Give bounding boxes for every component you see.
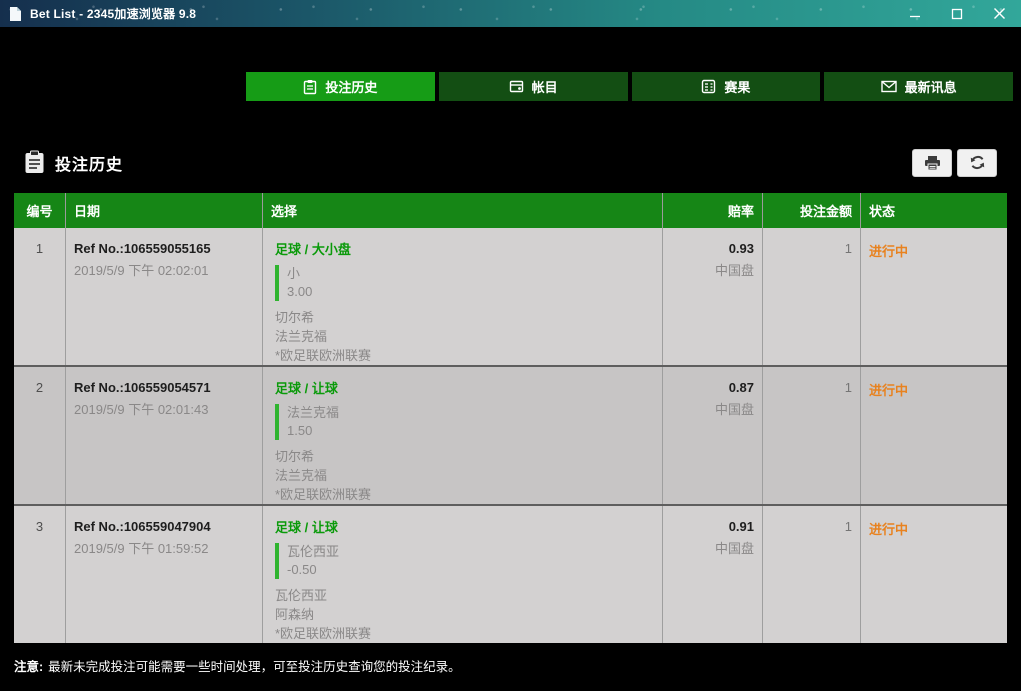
away-team: 法兰克福 xyxy=(275,329,328,344)
bet-history-icon xyxy=(304,79,317,94)
tab-bet-history[interactable]: 投注历史 xyxy=(246,72,435,101)
stake-amount: 1 xyxy=(762,228,860,365)
page-title: 投注历史 xyxy=(55,156,124,174)
refresh-icon xyxy=(970,155,984,170)
selection-line: -0.50 xyxy=(287,562,317,577)
header-stake: 投注金额 xyxy=(762,193,860,228)
ref-number: Ref No.:106559054571 xyxy=(74,380,211,395)
bet-history-table: 编号 日期 选择 赔率 投注金额 状态 1 Ref No.:1065590551… xyxy=(14,193,1007,643)
bet-date: 2019/5/9 下午 01:59:52 xyxy=(74,541,209,556)
home-team: 瓦伦西亚 xyxy=(275,588,328,603)
league-name: *欧足联欧洲联赛 xyxy=(275,487,372,502)
selection-line: 3.00 xyxy=(287,284,313,299)
selection-line: 1.50 xyxy=(287,423,313,438)
header-no: 编号 xyxy=(26,204,53,219)
note-label: 注意: xyxy=(14,660,44,674)
print-button[interactable] xyxy=(912,148,952,177)
ref-number: Ref No.:106559055165 xyxy=(74,241,211,256)
bet-selection: 法兰克福 1.50 xyxy=(275,404,654,440)
bet-market: 足球 / 让球 xyxy=(275,520,338,535)
close-icon[interactable] xyxy=(991,6,1007,22)
refresh-button[interactable] xyxy=(957,148,997,177)
selection-pick: 法兰克福 xyxy=(287,405,340,420)
tab-label: 投注历史 xyxy=(325,80,378,95)
clipboard-icon xyxy=(24,150,45,175)
header-status: 状态 xyxy=(860,193,1007,228)
nav-tabs: 投注历史 帐目 赛果 最新讯息 xyxy=(246,72,1013,101)
results-icon xyxy=(702,79,716,94)
tab-label: 最新讯息 xyxy=(904,80,957,95)
bet-selection: 瓦伦西亚 -0.50 xyxy=(275,543,654,579)
table-row: 2 Ref No.:106559054571 2019/5/9 下午 02:01… xyxy=(14,365,1007,504)
selection-pick: 瓦伦西亚 xyxy=(287,544,340,559)
maximize-icon[interactable] xyxy=(949,6,965,22)
stake-amount: 1 xyxy=(762,367,860,504)
header-odds: 赔率 xyxy=(662,193,762,228)
row-number: 1 xyxy=(35,241,44,256)
bet-market: 足球 / 让球 xyxy=(275,381,338,396)
tab-label: 赛果 xyxy=(724,80,751,95)
bet-selection: 小 3.00 xyxy=(275,265,654,301)
footer-note: 注意: 最新未完成投注可能需要一些时间处理，可至投注历史查询您的投注纪录。 xyxy=(14,656,1007,675)
odds-value: 0.93 xyxy=(728,241,754,256)
stake-amount: 1 xyxy=(762,506,860,643)
odds-type: 中国盘 xyxy=(714,402,754,417)
status-badge: 进行中 xyxy=(860,228,1007,365)
tab-results[interactable]: 赛果 xyxy=(631,72,821,101)
status-badge: 进行中 xyxy=(860,506,1007,643)
selection-pick: 小 xyxy=(287,266,301,281)
league-name: *欧足联欧洲联赛 xyxy=(275,626,372,641)
row-number: 3 xyxy=(35,519,44,534)
odds-type: 中国盘 xyxy=(714,263,754,278)
bet-date: 2019/5/9 下午 02:01:43 xyxy=(74,402,209,417)
header-date: 日期 xyxy=(65,193,262,228)
away-team: 阿森纳 xyxy=(275,607,315,622)
odds-value: 0.91 xyxy=(728,519,754,534)
league-name: *欧足联欧洲联赛 xyxy=(275,348,372,363)
ref-number: Ref No.:106559047904 xyxy=(74,519,211,534)
table-header-row: 编号 日期 选择 赔率 投注金额 状态 xyxy=(14,193,1007,228)
odds-value: 0.87 xyxy=(728,380,754,395)
status-badge: 进行中 xyxy=(860,367,1007,504)
away-team: 法兰克福 xyxy=(275,468,328,483)
tab-label: 帐目 xyxy=(531,80,558,95)
tab-accounts[interactable]: 帐目 xyxy=(438,72,628,101)
window-title: Bet List - 2345加速浏览器 9.8 xyxy=(30,7,197,21)
home-team: 切尔希 xyxy=(275,449,315,464)
minimize-icon[interactable] xyxy=(907,6,923,22)
home-team: 切尔希 xyxy=(275,310,315,325)
page-header: 投注历史 xyxy=(24,147,997,178)
odds-type: 中国盘 xyxy=(714,541,754,556)
row-number: 2 xyxy=(35,380,44,395)
table-row: 3 Ref No.:106559047904 2019/5/9 下午 01:59… xyxy=(14,504,1007,643)
messages-icon xyxy=(880,80,897,93)
note-text: 最新未完成投注可能需要一些时间处理，可至投注历史查询您的投注纪录。 xyxy=(48,660,461,674)
bet-date: 2019/5/9 下午 02:02:01 xyxy=(74,263,209,278)
printer-icon xyxy=(924,155,940,170)
table-row: 1 Ref No.:106559055165 2019/5/9 下午 02:02… xyxy=(14,228,1007,365)
bet-market: 足球 / 大小盘 xyxy=(275,242,351,257)
document-icon xyxy=(8,6,22,22)
window-titlebar: Bet List - 2345加速浏览器 9.8 xyxy=(0,0,1021,27)
accounts-icon xyxy=(509,80,523,93)
header-pick: 选择 xyxy=(262,193,662,228)
tab-messages[interactable]: 最新讯息 xyxy=(824,72,1013,101)
